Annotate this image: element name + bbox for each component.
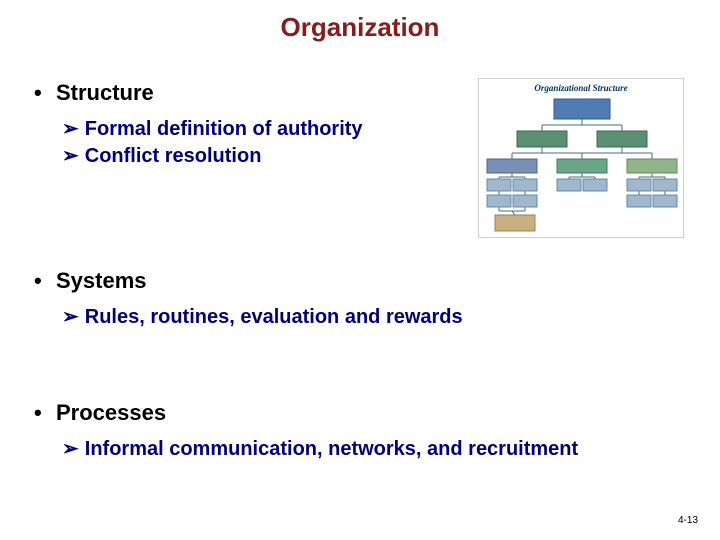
arrow-icon: ➢ (62, 143, 79, 170)
arrow-icon: ➢ (62, 304, 79, 331)
section-heading-structure: •Structure (34, 80, 154, 106)
sub-list-systems: ➢ Rules, routines, evaluation and reward… (62, 304, 680, 331)
sub-item-text: Formal definition of authority (85, 116, 363, 143)
section-heading-systems: •Systems (34, 268, 147, 294)
bullet-icon: • (34, 80, 56, 106)
slide-title: Organization (0, 12, 720, 43)
sub-item-text: Informal communication, networks, and re… (85, 436, 578, 463)
arrow-icon: ➢ (62, 436, 79, 463)
page-number: 4-13 (678, 515, 698, 526)
sub-item: ➢ Informal communication, networks, and … (62, 436, 680, 463)
arrow-icon: ➢ (62, 116, 79, 143)
section-heading-text: Processes (56, 400, 166, 425)
sub-item: ➢ Rules, routines, evaluation and reward… (62, 304, 680, 331)
section-heading-text: Structure (56, 80, 154, 105)
sub-item-text: Rules, routines, evaluation and rewards (85, 304, 463, 331)
sub-list-processes: ➢ Informal communication, networks, and … (62, 436, 680, 463)
section-heading-text: Systems (56, 268, 147, 293)
sub-item-text: Conflict resolution (85, 143, 262, 170)
orgchart-thumbnail: Organizational Structure (478, 78, 684, 238)
bullet-icon: • (34, 268, 56, 294)
bullet-icon: • (34, 400, 56, 426)
section-heading-processes: •Processes (34, 400, 166, 426)
slide: Organization •Structure ➢ Formal definit… (0, 0, 720, 540)
orgchart-svg (479, 79, 685, 239)
